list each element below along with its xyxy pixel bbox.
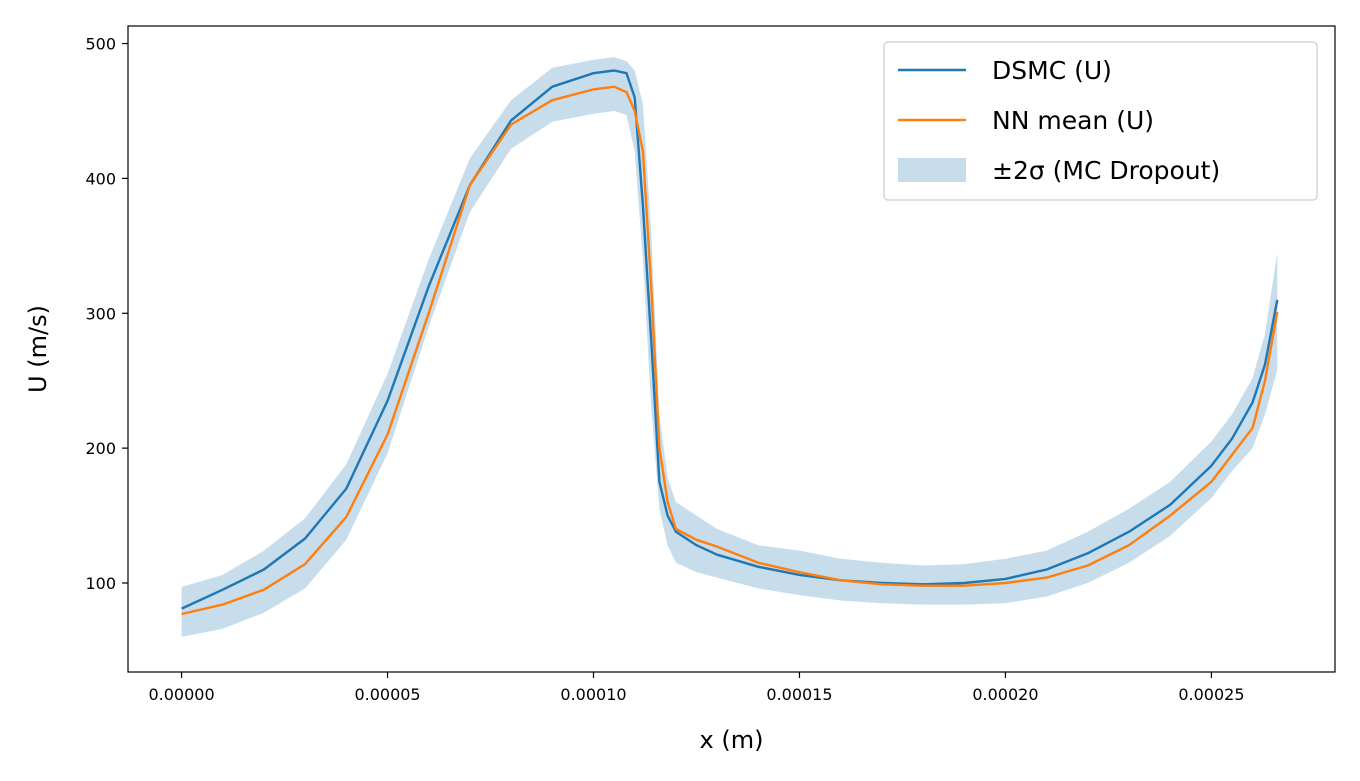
legend-label-1: NN mean (U) (992, 106, 1154, 135)
y-axis-label: U (m/s) (24, 305, 52, 393)
x-tick-label: 0.00015 (766, 685, 832, 704)
y-tick-label: 400 (85, 169, 116, 188)
x-tick-label: 0.00010 (560, 685, 626, 704)
legend-label-2: ±2σ (MC Dropout) (992, 156, 1220, 185)
legend-box (883, 41, 1318, 201)
legend-label-0: DSMC (U) (992, 56, 1112, 85)
uncertainty-band (181, 57, 1278, 637)
x-tick-label: 0.00005 (354, 685, 420, 704)
legend-swatch-band (898, 158, 966, 182)
plot-frame (127, 25, 1336, 673)
series-line-1 (181, 85, 1279, 616)
y-tick-label: 200 (85, 439, 116, 458)
band-layer (181, 57, 1278, 637)
x-axis-label: x (m) (700, 726, 764, 754)
legend: DSMC (U) NN mean (U) ±2σ (MC Dropout) (883, 41, 1318, 201)
y-tick-label: 300 (85, 304, 116, 323)
x-tick-label: 0.00020 (972, 685, 1038, 704)
y-tick-label: 100 (85, 574, 116, 593)
x-tick-label: 0.00025 (1178, 685, 1244, 704)
x-tick-label: 0.00000 (148, 685, 214, 704)
line-layer (181, 69, 1279, 616)
y-tick-label: 500 (85, 35, 116, 54)
tick-layer: 0.00000 0.00005 0.00010 0.00015 0.00020 0.000… (85, 35, 1244, 704)
series-line-0 (181, 69, 1279, 610)
